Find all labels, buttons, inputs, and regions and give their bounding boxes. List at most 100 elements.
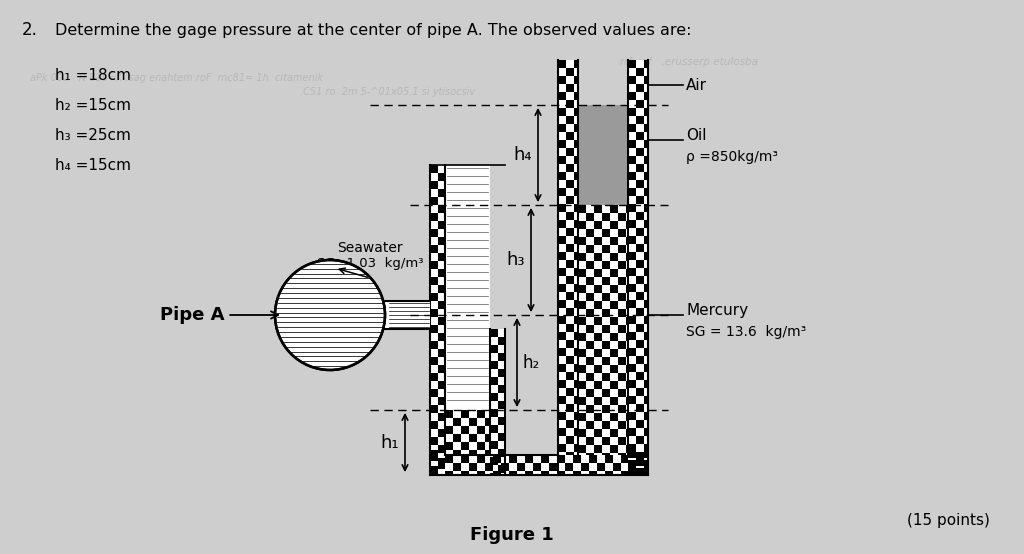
Bar xyxy=(618,453,626,455)
Bar xyxy=(558,412,566,420)
Bar xyxy=(626,269,628,277)
Bar xyxy=(626,397,628,405)
Bar xyxy=(610,237,618,245)
Bar xyxy=(618,437,626,445)
Bar xyxy=(438,413,445,421)
Bar xyxy=(566,100,574,108)
Bar xyxy=(626,285,628,293)
Bar xyxy=(445,455,453,463)
Text: .C51 ro  2m 5-^01x05.1 si ytisocsiv: .C51 ro 2m 5-^01x05.1 si ytisocsiv xyxy=(300,87,475,97)
Bar xyxy=(628,172,636,180)
Bar xyxy=(438,317,445,325)
Bar xyxy=(430,229,438,237)
Bar xyxy=(558,220,566,228)
Text: SG=1.03  kg/m³: SG=1.03 kg/m³ xyxy=(316,258,423,270)
Bar xyxy=(558,252,566,260)
Bar xyxy=(574,124,578,132)
Bar xyxy=(490,329,498,337)
Bar xyxy=(574,268,578,276)
Bar xyxy=(438,333,445,341)
Bar xyxy=(586,293,594,301)
Bar xyxy=(586,437,594,445)
Bar xyxy=(636,404,644,412)
Text: aPk 002   N 815=K ,sag enahtem roF  mc81= 1h  citamenik: aPk 002 N 815=K ,sag enahtem roF mc81= 1… xyxy=(30,73,323,83)
Bar xyxy=(602,453,610,455)
Bar xyxy=(628,220,636,228)
Bar xyxy=(610,205,618,213)
Bar xyxy=(636,474,644,475)
Bar xyxy=(636,458,644,466)
Bar xyxy=(517,463,525,471)
Bar xyxy=(602,277,610,285)
Bar xyxy=(430,165,445,475)
Bar xyxy=(445,455,453,463)
Bar xyxy=(549,463,557,471)
Bar xyxy=(573,455,581,463)
Bar xyxy=(628,92,636,100)
Bar xyxy=(610,445,618,453)
Bar xyxy=(490,473,498,475)
Bar xyxy=(574,332,578,340)
Bar xyxy=(566,196,574,204)
Bar xyxy=(485,434,490,442)
Bar xyxy=(445,455,628,475)
Text: Pipe A: Pipe A xyxy=(160,306,279,324)
Bar xyxy=(636,244,644,252)
Bar xyxy=(644,450,648,458)
Bar xyxy=(558,268,566,276)
Bar xyxy=(501,463,509,471)
Bar xyxy=(644,300,648,308)
Bar xyxy=(509,471,517,475)
Bar xyxy=(566,452,574,455)
Bar xyxy=(574,316,578,324)
Bar xyxy=(636,468,644,475)
Bar xyxy=(574,284,578,292)
Bar xyxy=(636,84,644,92)
Bar xyxy=(490,441,498,449)
Bar xyxy=(628,284,636,292)
Bar xyxy=(644,92,648,100)
Bar xyxy=(430,405,438,413)
Bar xyxy=(498,337,505,345)
Bar xyxy=(644,412,648,420)
Bar xyxy=(574,380,578,388)
Bar xyxy=(586,405,594,413)
Bar xyxy=(578,349,586,357)
Bar xyxy=(605,455,613,463)
Bar xyxy=(578,445,586,453)
Bar xyxy=(566,388,574,396)
Bar xyxy=(636,420,644,428)
Bar xyxy=(586,213,594,221)
Bar xyxy=(438,349,445,357)
Text: ρ =850kg/m³: ρ =850kg/m³ xyxy=(686,150,778,164)
Bar xyxy=(586,325,594,333)
Bar xyxy=(610,301,618,309)
Bar xyxy=(438,365,445,373)
Bar xyxy=(618,245,626,253)
Bar xyxy=(438,474,445,475)
Bar xyxy=(602,325,610,333)
Bar xyxy=(626,301,628,309)
Text: Oil: Oil xyxy=(686,127,707,142)
Bar xyxy=(430,213,438,221)
Bar xyxy=(626,221,628,229)
Bar xyxy=(498,433,505,441)
Bar xyxy=(574,156,578,164)
Bar xyxy=(541,455,549,463)
Text: 2.: 2. xyxy=(22,21,38,39)
Bar xyxy=(644,332,648,340)
Bar xyxy=(618,373,626,381)
Bar xyxy=(636,228,644,236)
Bar xyxy=(574,92,578,100)
Bar xyxy=(644,108,648,116)
Bar xyxy=(469,463,477,471)
Bar xyxy=(558,300,566,308)
Bar xyxy=(469,450,477,455)
Bar xyxy=(602,261,610,269)
Bar xyxy=(430,357,438,365)
Bar xyxy=(558,172,566,180)
Bar xyxy=(610,381,618,389)
Text: h₃: h₃ xyxy=(507,251,525,269)
Bar xyxy=(493,455,501,463)
Bar xyxy=(578,429,586,437)
